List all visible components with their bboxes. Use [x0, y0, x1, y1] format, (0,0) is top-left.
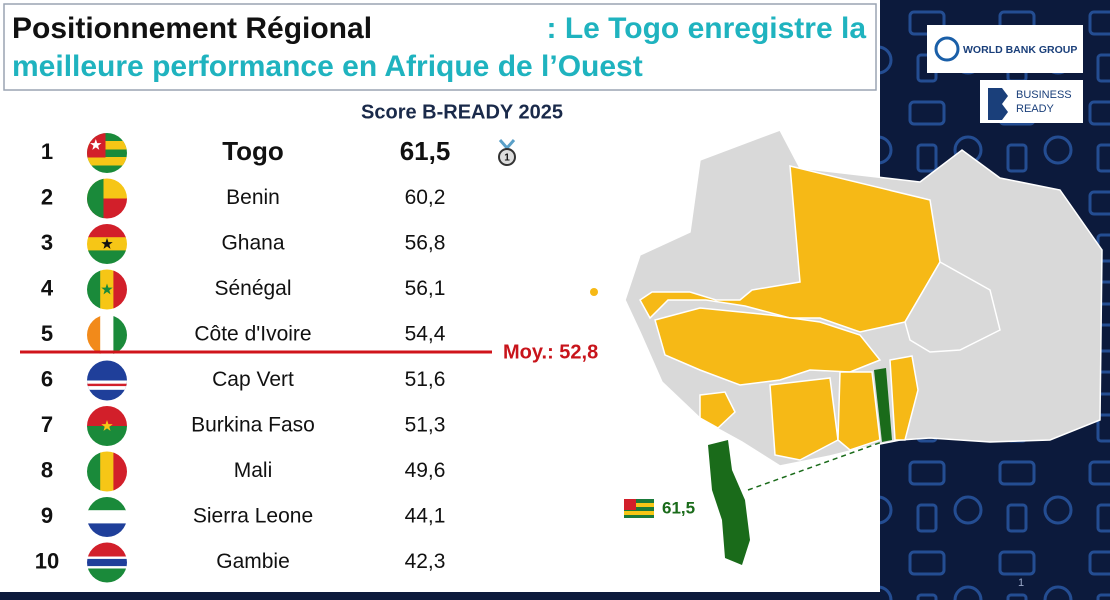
flag-stripe — [87, 523, 127, 537]
rank: 1 — [41, 139, 53, 164]
score: 54,4 — [405, 323, 446, 346]
rank: 9 — [41, 503, 53, 528]
zoom-line — [747, 441, 883, 491]
flag — [87, 178, 127, 219]
map-label: 61,5 — [662, 498, 695, 517]
rank: 3 — [41, 230, 53, 255]
logo-text: WORLD BANK GROUP — [963, 44, 1077, 56]
rank: 6 — [41, 366, 53, 391]
flag — [87, 406, 127, 446]
score: 56,8 — [405, 232, 446, 255]
flag — [87, 315, 127, 355]
flag-stripe — [113, 269, 127, 310]
flag-stripe — [87, 426, 127, 446]
table-title: Score B-READY 2025 — [361, 101, 563, 123]
flag-star — [101, 238, 113, 249]
title-highlight: meilleure performance en Afrique de l’Ou… — [12, 50, 643, 83]
rank: 10 — [35, 548, 59, 573]
map-togo-zoom — [708, 440, 750, 565]
flag-stripe — [87, 510, 127, 525]
rank: 5 — [41, 321, 53, 346]
flag-stripe — [100, 451, 115, 492]
map-cap-vert — [590, 288, 598, 296]
logo-world-bank: WORLD BANK GROUP — [927, 25, 1083, 73]
flag-star — [101, 420, 113, 431]
country: Burkina Faso — [191, 414, 315, 437]
rank: 8 — [41, 457, 53, 482]
flag-star — [90, 139, 102, 150]
flag-stripe — [87, 451, 102, 492]
logo-text: BUSINESS — [1016, 89, 1072, 101]
country: Ghana — [221, 232, 284, 255]
flag-stripe — [87, 269, 102, 310]
country: Cap Vert — [212, 368, 294, 391]
flag-stripe — [113, 451, 127, 492]
medal: 1 — [498, 139, 516, 166]
title-box — [3, 3, 877, 91]
map-country — [837, 371, 881, 451]
flag-stripe — [87, 141, 127, 150]
ranking-table: 1 Togo 61,5 2 Benin 60,2 3 Ghana 56,8 4 Sénégal 56,… — [35, 133, 451, 583]
flag-stripe — [87, 566, 127, 569]
page-number: 1 — [1018, 577, 1024, 589]
map-country — [769, 377, 839, 461]
logo-text: READY — [1016, 103, 1055, 115]
score: 51,6 — [405, 368, 446, 391]
flag-stripe — [87, 497, 127, 512]
flag-stripe — [87, 386, 127, 390]
flag-stripe — [87, 315, 102, 355]
flag — [87, 451, 127, 492]
flag-stripe — [87, 157, 127, 166]
country: Benin — [226, 186, 280, 209]
flag — [87, 542, 127, 583]
score: 44,1 — [405, 505, 446, 528]
flag-stripe — [87, 380, 127, 385]
flag — [87, 360, 127, 401]
flag-stripe — [87, 224, 127, 239]
country: Gambie — [216, 550, 290, 573]
map-country — [889, 355, 919, 441]
score: 61,5 — [400, 136, 451, 166]
country: Sierra Leone — [193, 505, 313, 528]
map: 61,5 — [590, 129, 1103, 565]
flag-stripe — [87, 178, 104, 219]
score: 49,6 — [405, 459, 446, 482]
rank: 2 — [41, 184, 53, 209]
flag-stripe — [87, 558, 127, 567]
map-region — [904, 260, 1001, 353]
flag — [87, 269, 127, 310]
flag-stripe — [87, 250, 127, 264]
medal-text: 1 — [504, 153, 510, 164]
flag-stripe — [87, 406, 127, 427]
flag — [87, 224, 127, 264]
logo-business-ready: BUSINESS READY — [980, 80, 1083, 123]
flag — [87, 497, 127, 537]
flag-stripe — [87, 568, 127, 583]
score: 56,1 — [405, 277, 446, 300]
country: Côte d'Ivoire — [194, 323, 311, 346]
score: 42,3 — [405, 550, 446, 573]
country: Mali — [234, 459, 273, 482]
average-label: Moy.: 52,8 — [503, 341, 598, 363]
score: 51,3 — [405, 414, 446, 437]
flag-stripe — [87, 542, 127, 557]
country: Sénégal — [214, 277, 291, 300]
flag-stripe — [113, 315, 127, 355]
title-lead: Positionnement Régional — [12, 12, 372, 45]
rank: 4 — [41, 275, 54, 300]
flag-star — [101, 283, 113, 295]
title-highlight: : Le Togo enregistre la — [547, 12, 867, 45]
map-flag — [624, 499, 654, 518]
map-country — [699, 391, 736, 429]
flag-stripe — [100, 315, 115, 355]
flag-stripe — [87, 556, 127, 560]
country: Togo — [222, 136, 284, 166]
flag-stripe — [87, 383, 127, 387]
map-togo — [874, 368, 892, 442]
score: 60,2 — [405, 186, 446, 209]
rank: 7 — [41, 412, 53, 437]
